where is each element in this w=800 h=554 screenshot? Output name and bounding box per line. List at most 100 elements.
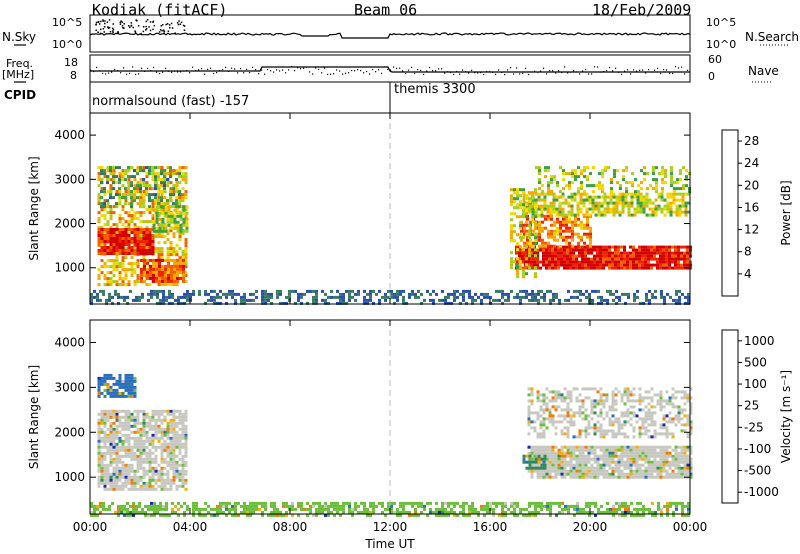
- data-cell: [545, 448, 549, 452]
- data-cell: [154, 430, 158, 434]
- data-cell: [566, 451, 570, 455]
- data-cell: [136, 237, 140, 240]
- data-cell: [97, 237, 101, 240]
- data-cell: [683, 251, 686, 255]
- data-cell: [530, 457, 534, 461]
- data-cell: [100, 472, 104, 476]
- data-cell: [127, 436, 131, 440]
- nsky-point: [152, 28, 154, 31]
- data-cell: [166, 232, 170, 236]
- data-cell: [536, 417, 540, 421]
- nave-point: [126, 73, 128, 75]
- data-cell: [112, 394, 116, 398]
- data-cell: [537, 213, 541, 217]
- data-cell: [624, 204, 628, 208]
- data-cell: [668, 472, 672, 476]
- data-cell: [602, 254, 605, 258]
- data-cell: [638, 435, 642, 439]
- data-cell: [665, 257, 668, 261]
- data-cell: [148, 166, 151, 170]
- data-cell: [181, 442, 185, 446]
- data-cell: [545, 396, 549, 400]
- data-cell: [176, 211, 180, 215]
- data-cell: [685, 184, 688, 188]
- data-cell: [112, 382, 116, 386]
- data-cell: [603, 195, 607, 199]
- data-cell: [516, 188, 519, 192]
- data-cell: [118, 172, 122, 176]
- data-cell: [139, 214, 143, 218]
- data-cell: [127, 487, 131, 491]
- data-cell: [584, 260, 587, 264]
- data-cell: [659, 454, 663, 458]
- data-cell: [184, 427, 188, 431]
- data-cell: [548, 408, 552, 412]
- data-cell: [591, 195, 595, 199]
- data-cell: [618, 195, 622, 199]
- data-cell: [626, 445, 630, 449]
- data-cell: [495, 298, 498, 302]
- data-cell: [638, 254, 641, 258]
- data-cell: [115, 433, 119, 437]
- data-cell: [179, 264, 182, 268]
- data-cell: [553, 232, 556, 236]
- data-cell: [124, 448, 128, 452]
- nsky-point: [152, 21, 154, 23]
- data-cell: [528, 463, 532, 467]
- data-cell: [173, 220, 177, 224]
- data-cell: [146, 258, 149, 262]
- data-cell: [639, 207, 643, 211]
- data-cell: [172, 418, 176, 422]
- data-cell: [127, 421, 131, 425]
- data-cell: [522, 195, 526, 199]
- data-cell: [172, 436, 176, 440]
- data-cell: [130, 382, 134, 386]
- data-cell: [118, 382, 122, 386]
- data-cell: [169, 418, 173, 422]
- data-cell: [537, 298, 540, 302]
- data-cell: [573, 289, 576, 293]
- data-cell: [666, 192, 670, 196]
- nsky-point: [119, 23, 122, 25]
- data-cell: [660, 192, 664, 196]
- data-cell: [130, 231, 134, 234]
- data-cell: [169, 181, 173, 185]
- data-cell: [620, 432, 624, 436]
- data-cell: [157, 268, 161, 272]
- data-cell: [635, 472, 639, 476]
- data-cell: [581, 429, 585, 433]
- data-cell: [136, 243, 140, 246]
- data-cell: [121, 394, 125, 398]
- data-cell: [602, 263, 605, 267]
- data-cell: [587, 248, 590, 252]
- data-cell: [154, 172, 158, 176]
- data-cell: [671, 245, 674, 249]
- data-cell: [665, 260, 668, 264]
- data-cell: [653, 457, 657, 461]
- data-cell: [288, 292, 291, 296]
- data-cell: [169, 427, 173, 431]
- data-cell: [560, 460, 564, 464]
- data-cell: [537, 466, 541, 470]
- data-cell: [617, 423, 621, 427]
- data-cell: [565, 229, 568, 233]
- data-cell: [609, 289, 612, 293]
- data-cell: [173, 270, 176, 274]
- data-cell: [142, 409, 146, 413]
- data-cell: [130, 475, 134, 479]
- data-cell: [100, 246, 104, 249]
- data-cell: [124, 220, 128, 224]
- data-cell: [90, 510, 93, 514]
- nave-point: [504, 73, 506, 76]
- data-cell: [453, 295, 456, 299]
- data-cell: [586, 235, 589, 239]
- data-cell: [548, 266, 551, 270]
- data-cell: [549, 207, 553, 211]
- data-cell: [677, 254, 680, 258]
- nave-point: [135, 73, 137, 76]
- data-cell: [656, 402, 660, 406]
- data-cell: [627, 192, 631, 196]
- data-cell: [121, 223, 125, 227]
- data-cell: [133, 234, 137, 237]
- data-cell: [599, 393, 603, 397]
